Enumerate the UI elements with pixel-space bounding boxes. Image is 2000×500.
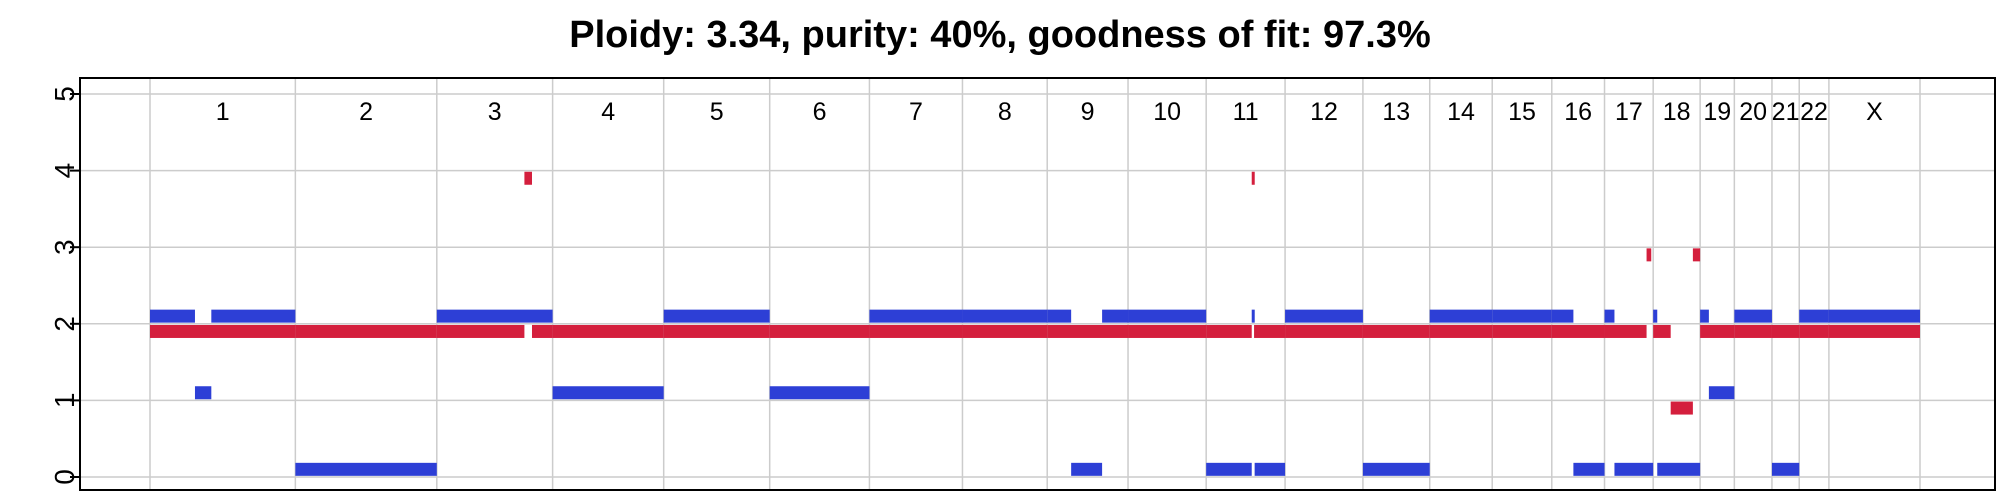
segment-series-1 <box>194 386 212 400</box>
segment-series-2 <box>1128 324 1207 338</box>
chromosome-label: 15 <box>1508 98 1536 126</box>
chromosome-label: 1 <box>216 98 230 126</box>
segment-series-1 <box>1071 462 1103 476</box>
chromosome-label: 11 <box>1233 98 1259 126</box>
segment-series-2 <box>1251 171 1255 185</box>
segment-series-2 <box>295 324 437 338</box>
segment-series-2 <box>1206 324 1252 338</box>
chromosome-label: 13 <box>1382 98 1410 126</box>
segment-series-1 <box>552 386 664 400</box>
chromosome-label: 10 <box>1153 98 1181 126</box>
segment-series-1 <box>1429 309 1493 323</box>
segment-series-2 <box>1429 324 1493 338</box>
segment-series-1 <box>1700 309 1709 323</box>
segment-series-1 <box>962 309 1048 323</box>
chromosome-label: 7 <box>909 98 923 126</box>
y-tick-label: 4 <box>49 163 80 179</box>
segment-series-1 <box>1657 462 1701 476</box>
segment-series-2 <box>1734 324 1772 338</box>
segment-series-2 <box>1604 324 1647 338</box>
chromosome-label: 5 <box>710 98 724 126</box>
chromosome-label: 14 <box>1447 98 1475 126</box>
segment-series-1 <box>869 309 963 323</box>
segment-series-1 <box>1604 309 1615 323</box>
segment-series-1 <box>1251 309 1255 323</box>
y-tick-label: 3 <box>49 239 80 255</box>
segment-series-1 <box>436 309 553 323</box>
segment-series-2 <box>1670 401 1693 415</box>
segment-series-2 <box>552 324 664 338</box>
chromosome-label: 22 <box>1800 98 1828 126</box>
chromosome-label: 12 <box>1310 98 1338 126</box>
segment-series-2 <box>1828 324 1920 338</box>
segment-series-1 <box>1771 462 1800 476</box>
segment-series-1 <box>1128 309 1207 323</box>
chromosome-label: 8 <box>998 98 1012 126</box>
segment-series-2 <box>436 324 525 338</box>
segment-series-2 <box>1653 324 1671 338</box>
segment-series-2 <box>1254 324 1286 338</box>
segment-series-2 <box>1285 324 1363 338</box>
segments-layer <box>150 171 1920 476</box>
segment-series-1 <box>1206 462 1252 476</box>
segment-series-1 <box>1828 309 1920 323</box>
chromosome-label: 2 <box>359 98 373 126</box>
chromosome-label: X <box>1866 98 1883 126</box>
segment-series-1 <box>1573 462 1605 476</box>
grid-layer <box>80 78 1995 490</box>
segment-series-1 <box>663 309 770 323</box>
chromosome-label: 17 <box>1615 98 1643 126</box>
segment-series-2 <box>769 324 870 338</box>
chromosome-label: 18 <box>1663 98 1691 126</box>
chromosome-label: 19 <box>1703 98 1731 126</box>
y-axis: 0 1 2 3 4 5 <box>49 86 80 485</box>
y-tick-label: 0 <box>49 469 80 485</box>
y-tick-label: 5 <box>49 86 80 102</box>
segment-series-1 <box>1492 309 1552 323</box>
segment-series-2 <box>1551 324 1605 338</box>
chromosome-label: 16 <box>1564 98 1592 126</box>
segment-series-1 <box>1614 462 1654 476</box>
segment-series-2 <box>1799 324 1829 338</box>
segment-series-2 <box>1771 324 1800 338</box>
segment-series-2 <box>1700 324 1735 338</box>
segment-series-2 <box>869 324 963 338</box>
chromosome-labels: 1 2 3 4 5 6 7 8 9 10 11 12 13 14 15 16 17 18 19 20 21 22 X <box>216 98 1883 126</box>
segment-series-1 <box>1708 386 1735 400</box>
chromosome-label: 3 <box>488 98 502 126</box>
segment-series-1 <box>1551 309 1574 323</box>
segment-series-1 <box>1102 309 1129 323</box>
segment-series-2 <box>524 171 532 185</box>
chromosome-label: 21 <box>1772 98 1800 126</box>
segment-series-1 <box>1362 462 1430 476</box>
segment-series-1 <box>1254 462 1286 476</box>
segment-series-1 <box>1047 309 1072 323</box>
segment-series-2 <box>1047 324 1129 338</box>
segment-series-1 <box>1285 309 1363 323</box>
segment-series-2 <box>663 324 770 338</box>
segment-series-1 <box>1653 309 1658 323</box>
segment-series-2 <box>1692 248 1701 262</box>
plot-frame <box>79 77 1996 491</box>
segment-series-1 <box>211 309 296 323</box>
chromosome-label: 9 <box>1081 98 1095 126</box>
segment-series-2 <box>962 324 1048 338</box>
chromosome-label: 20 <box>1739 98 1767 126</box>
segment-series-2 <box>1492 324 1552 338</box>
segment-series-2 <box>150 324 296 338</box>
chart-title: Ploidy: 3.34, purity: 40%, goodness of f… <box>569 14 1431 56</box>
y-tick-label: 1 <box>49 393 80 409</box>
y-tick-label: 2 <box>49 316 80 332</box>
segment-series-2 <box>1362 324 1430 338</box>
segment-series-1 <box>1734 309 1772 323</box>
segment-series-2 <box>1646 248 1652 262</box>
segment-series-1 <box>1799 309 1829 323</box>
chromosome-label: 4 <box>601 98 615 126</box>
segment-series-1 <box>150 309 195 323</box>
segment-series-1 <box>295 462 437 476</box>
segment-series-1 <box>769 386 870 400</box>
segment-series-2 <box>531 324 553 338</box>
chromosome-label: 6 <box>813 98 827 126</box>
